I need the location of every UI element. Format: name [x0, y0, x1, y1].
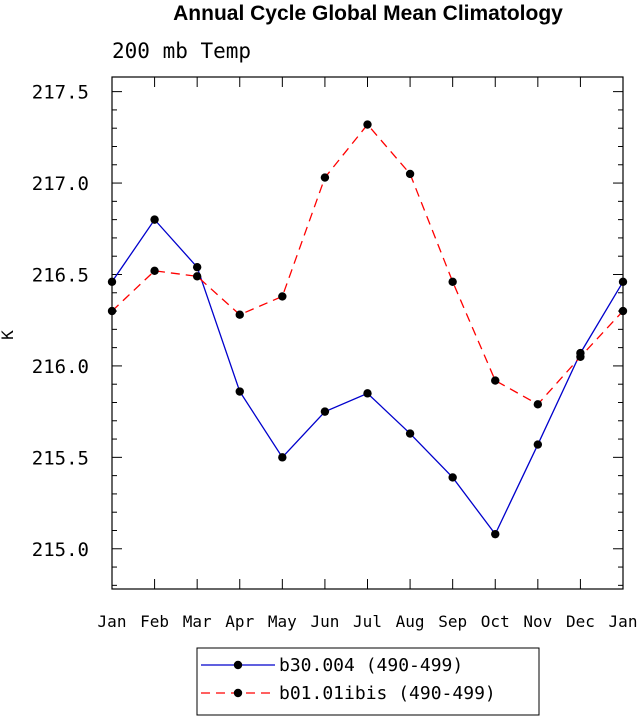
x-tick-label: Jan: [98, 612, 127, 631]
series-2-point: [405, 169, 415, 179]
x-tick-label: May: [268, 612, 297, 631]
series-2-point: [278, 292, 287, 301]
x-tick-label: Apr: [225, 612, 254, 631]
series-1-point: [618, 277, 628, 286]
series-1-point: [235, 387, 244, 396]
y-tick-label: 215.0: [32, 539, 89, 561]
legend-marker-1: [233, 660, 243, 670]
series-1-point: [150, 215, 159, 224]
series-2-point: [576, 352, 585, 361]
chart-subtitle: 200 mb Temp: [112, 39, 251, 63]
series-1-point: [491, 529, 500, 539]
y-axis-label: K: [0, 330, 17, 340]
y-tick-label: 217.5: [32, 82, 89, 104]
series-2-point: [618, 306, 628, 316]
x-tick-label: Mar: [183, 612, 212, 631]
y-tick-label: 215.5: [32, 447, 89, 469]
plot-frame: [111, 76, 624, 590]
series-1-point: [533, 440, 543, 449]
series-layer: [107, 120, 628, 539]
y-tick-label: 216.0: [32, 356, 89, 378]
legend-marker-2: [233, 688, 243, 698]
legend: b30.004 (490-499) b01.01ibis (490-499): [196, 647, 540, 716]
series-1-point: [278, 453, 287, 462]
series-1-point: [363, 389, 372, 398]
legend-box: [196, 647, 540, 716]
series-2-point: [363, 120, 372, 129]
x-tick-label: Aug: [396, 612, 425, 631]
series-2-point: [192, 272, 202, 281]
series-1-point: [192, 262, 202, 272]
series-line-2: [111, 123, 624, 406]
y-tick-label: 217.0: [32, 173, 89, 195]
series-1-point: [405, 429, 415, 438]
series-2-point: [235, 310, 244, 319]
series-2-point: [491, 376, 500, 385]
series-2-point: [448, 277, 457, 286]
legend-label-2: b01.01ibis (490-499): [279, 683, 496, 704]
series-2-point: [320, 173, 330, 182]
x-tick-label: Oct: [481, 612, 510, 631]
x-tick-label: Nov: [523, 612, 552, 631]
series-1-point: [320, 407, 330, 416]
chart-title: Annual Cycle Global Mean Climatology: [173, 2, 563, 25]
series-1-point: [107, 277, 117, 286]
y-tick-label: 216.5: [32, 264, 89, 286]
x-tick-label: Jul: [353, 612, 382, 631]
legend-label-1: b30.004 (490-499): [279, 655, 463, 676]
series-2-point: [533, 400, 543, 409]
x-tick-label: Jan: [609, 612, 638, 631]
x-tick-label: Jun: [310, 612, 339, 631]
x-tick-label: Dec: [566, 612, 595, 631]
ticks-layer: Jan Feb Mar Apr May Jun Jul Aug Sep Oct Nov Dec Jan 2…: [32, 77, 638, 631]
series-line-1: [111, 218, 624, 536]
series-2-point: [150, 266, 159, 276]
series-1-point: [448, 473, 457, 482]
x-tick-label: Sep: [438, 612, 467, 631]
series-2-point: [107, 306, 117, 316]
x-tick-label: Feb: [140, 612, 169, 631]
